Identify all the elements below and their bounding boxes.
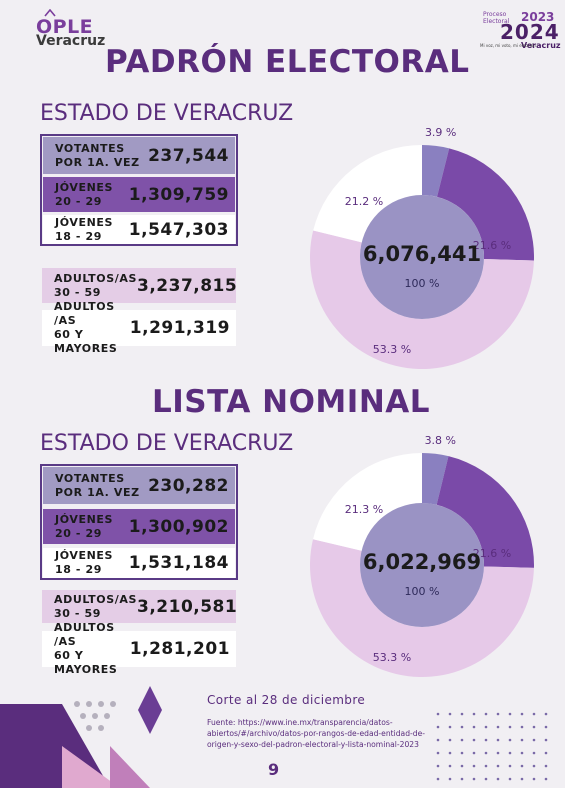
row-label: ADULTOS /AS — [54, 300, 115, 327]
row-label: VOTANTES — [55, 141, 125, 155]
lista-row-jovenes-18-29: JÓVENES 18 - 29 1,531,184 — [43, 548, 235, 578]
padron-row-adultos-60: ADULTOS /AS 60 Y MAYORES 1,291,319 — [42, 300, 236, 355]
row-label-2: 18 - 29 — [55, 563, 103, 576]
row-label-2: 20 - 29 — [55, 194, 103, 208]
pink-shape-2 — [110, 746, 150, 788]
donut-slice — [313, 453, 422, 551]
donut-center — [360, 503, 484, 627]
row-label: ADULTOS /AS — [54, 621, 115, 648]
row-label: JÓVENES — [55, 549, 114, 562]
slice-label: 3.8 % — [425, 434, 456, 447]
row-value: 1,291,319 — [129, 318, 230, 338]
row-label: ADULTOS/AS — [54, 592, 137, 606]
lista-row-adultos-60: ADULTOS /AS 60 Y MAYORES 1,281,201 — [42, 621, 236, 676]
proceso-electoral-veracruz: Veracruz — [521, 41, 561, 50]
padron-title: PADRÓN ELECTORAL — [105, 44, 470, 80]
slice-label: 21.6 % — [473, 239, 511, 252]
donut-slice — [313, 145, 422, 243]
donut-slice — [422, 453, 449, 505]
row-label: JÓVENES — [55, 215, 114, 229]
slice-label: 53.3 % — [373, 651, 411, 664]
padron-donut-chart: 3.9 % 21.6 % 53.3 % 21.2 % 6,076,441 100 % — [310, 126, 534, 370]
ople-logo-text: OPLE — [36, 16, 94, 38]
source-link[interactable]: Fuente: https://www.ine.mx/transparencia… — [207, 718, 426, 749]
padron-youth-group-border — [40, 134, 238, 246]
page-number: 9 — [268, 760, 280, 779]
donut-total: 6,022,969 — [363, 550, 481, 574]
slice-label: 53.3 % — [373, 343, 411, 356]
donut-slice — [437, 148, 534, 261]
padron-row-jovenes-18-29: JÓVENES 18 - 29 1,547,303 — [43, 215, 235, 244]
lista-row-votantes: VOTANTES POR 1A. VEZ 230,282 — [43, 467, 235, 504]
row-value: 230,282 — [148, 475, 229, 496]
row-value: 1,547,303 — [128, 219, 229, 240]
ople-logo-subtext: Veracruz — [36, 33, 106, 49]
padron-subtitle: ESTADO DE VERACRUZ — [40, 101, 294, 126]
slice-label: 21.6 % — [473, 547, 511, 560]
lista-donut-chart: 3.8 % 21.6 % 53.3 % 21.3 % 6,022,969 100 % — [310, 434, 534, 677]
pink-shape — [62, 746, 120, 788]
donut-total-pct: 100 % — [405, 585, 440, 598]
year-2023: 2023 — [521, 10, 555, 24]
ople-logo-mark — [44, 9, 56, 17]
row-label-2: 30 - 59 — [54, 606, 102, 620]
padron-row-votantes: VOTANTES POR 1A. VEZ 237,544 — [43, 137, 235, 174]
donut-total: 6,076,441 — [363, 242, 481, 266]
year-2024: 2024 — [500, 20, 560, 44]
row-label: JÓVENES — [55, 512, 114, 526]
row-value: 3,210,581 — [137, 596, 238, 617]
decorative-shapes — [0, 686, 162, 788]
lista-title: LISTA NOMINAL — [152, 384, 431, 420]
row-label-2: 20 - 29 — [55, 526, 103, 540]
slice-label: 21.3 % — [345, 503, 383, 516]
row-label-2: 60 Y MAYORES — [54, 649, 118, 676]
donut-total-pct: 100 % — [405, 277, 440, 290]
padron-row-adultos-30-59: ADULTOS/AS 30 - 59 3,237,815 — [42, 268, 238, 303]
row-value: 1,281,201 — [129, 639, 230, 659]
donut-slice — [310, 539, 534, 677]
padron-row-jovenes-20-29: JÓVENES 20 - 29 1,309,759 — [43, 177, 235, 212]
lista-row-jovenes-20-29: JÓVENES 20 - 29 1,300,902 — [43, 509, 235, 544]
diamond-shape — [138, 686, 162, 734]
slice-label: 3.9 % — [425, 126, 456, 139]
row-label-2: POR 1A. VEZ — [55, 155, 140, 169]
row-value: 3,237,815 — [137, 275, 238, 296]
row-label: VOTANTES — [55, 471, 125, 485]
row-label-2: 30 - 59 — [54, 285, 102, 299]
row-value: 237,544 — [148, 145, 229, 166]
lista-subtitle: ESTADO DE VERACRUZ — [40, 431, 294, 456]
row-value: 1,531,184 — [128, 553, 229, 573]
row-label: ADULTOS/AS — [54, 271, 137, 285]
row-label-2: POR 1A. VEZ — [55, 485, 140, 499]
donut-slice — [436, 456, 534, 568]
dot-pattern-right — [436, 712, 548, 781]
proceso-electoral-slogan: Mi voz, mi voto, mi elección — [480, 43, 536, 48]
dot-pattern-left — [74, 701, 116, 731]
row-value: 1,309,759 — [128, 184, 229, 205]
row-value: 1,300,902 — [128, 516, 229, 537]
row-label: JÓVENES — [55, 180, 114, 194]
row-label-2: 18 - 29 — [55, 229, 103, 243]
lista-youth-group-border — [40, 464, 238, 580]
proceso-electoral-label: Proceso Electoral — [483, 11, 510, 25]
donut-center — [360, 195, 484, 319]
slice-label: 21.2 % — [345, 195, 383, 208]
lista-row-adultos-30-59: ADULTOS/AS 30 - 59 3,210,581 — [42, 590, 238, 623]
row-label-2: 60 Y MAYORES — [54, 328, 118, 355]
donut-slice — [422, 145, 450, 197]
corte-date: Corte al 28 de diciembre — [207, 693, 366, 707]
donut-slice — [310, 230, 534, 370]
